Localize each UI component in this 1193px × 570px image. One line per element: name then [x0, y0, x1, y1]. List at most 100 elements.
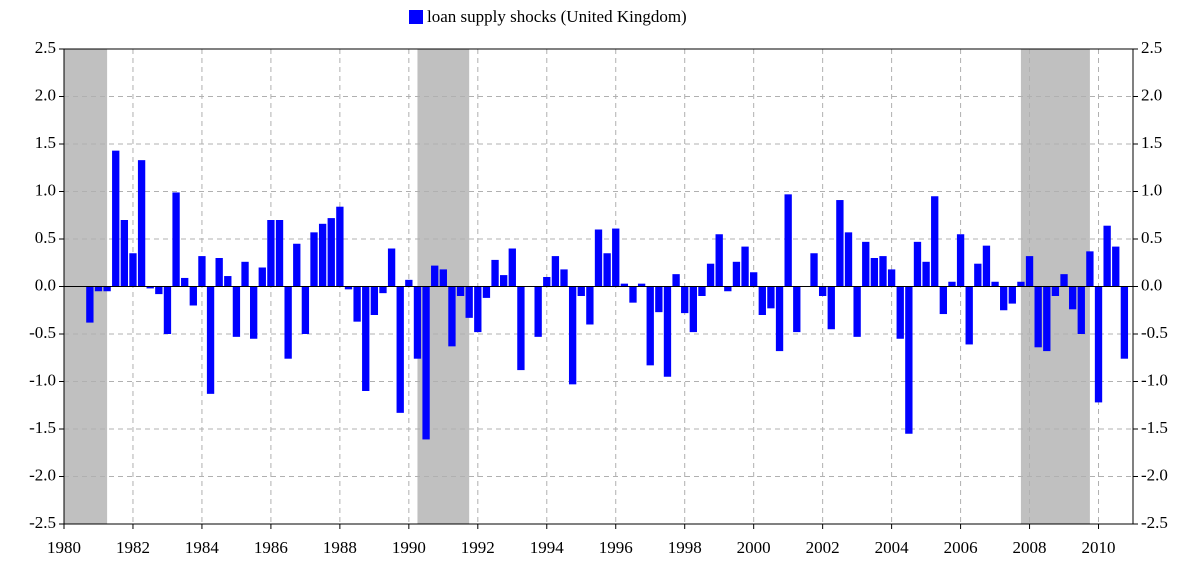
- x-tick-label: 2000: [737, 538, 771, 557]
- bar: [1017, 281, 1025, 287]
- bar: [103, 286, 111, 292]
- y2-tick-label: -2.5: [1141, 513, 1168, 532]
- bar: [232, 286, 241, 337]
- bar: [784, 194, 792, 287]
- bar: [336, 206, 344, 287]
- bar: [793, 286, 801, 333]
- bar: [172, 192, 180, 287]
- bar: [241, 261, 249, 287]
- bar: [810, 253, 818, 287]
- bar: [448, 286, 456, 347]
- x-tick-label: 1986: [254, 538, 288, 557]
- x-tick-label: 2004: [875, 538, 910, 557]
- bar: [879, 256, 887, 287]
- bar: [293, 243, 301, 287]
- y-tick-label: -2.0: [29, 465, 56, 484]
- bar: [508, 248, 516, 287]
- bar: [939, 286, 948, 315]
- bar: [370, 286, 379, 315]
- bar: [689, 286, 697, 333]
- bar: [1034, 286, 1042, 348]
- bar: [750, 272, 758, 287]
- y2-tick-label: -1.5: [1141, 418, 1168, 437]
- bar: [181, 277, 189, 287]
- bar: [724, 286, 732, 292]
- bar: [198, 256, 206, 287]
- bar: [456, 286, 465, 296]
- bar: [275, 220, 284, 287]
- bar: [698, 286, 706, 296]
- bar: [215, 258, 223, 287]
- bar: [620, 283, 629, 287]
- bar: [1094, 286, 1103, 403]
- x-tick-label: 2010: [1082, 538, 1116, 557]
- bar: [1112, 246, 1120, 287]
- bar: [896, 286, 904, 339]
- bar: [405, 279, 413, 287]
- bar: [439, 269, 447, 287]
- bar: [1025, 256, 1034, 287]
- bar: [758, 286, 766, 315]
- bar: [836, 200, 844, 287]
- bar: [974, 263, 982, 287]
- bar: [663, 286, 672, 377]
- bar: [431, 265, 439, 287]
- bar: [715, 234, 723, 287]
- bar: [1000, 286, 1008, 311]
- bar: [413, 286, 422, 359]
- bar: [318, 223, 327, 287]
- x-tick-label: 1994: [530, 538, 565, 557]
- bar: [1060, 274, 1068, 287]
- bar: [629, 286, 637, 303]
- bar: [465, 286, 473, 318]
- bar: [120, 220, 129, 287]
- bar: [258, 267, 266, 287]
- x-tick-label: 1988: [323, 538, 357, 557]
- bar: [922, 261, 930, 287]
- bar: [655, 286, 663, 313]
- bar: [586, 286, 594, 325]
- bar: [310, 232, 318, 287]
- y-tick-label: 2.0: [35, 85, 56, 104]
- bar: [672, 274, 680, 287]
- bar: [189, 286, 197, 306]
- bar: [387, 248, 396, 287]
- y-tick-label: -1.5: [29, 418, 56, 437]
- bar: [1086, 251, 1094, 287]
- y2-tick-label: -0.5: [1141, 323, 1168, 342]
- bar: [844, 232, 853, 287]
- bar: [637, 283, 646, 287]
- bar: [948, 281, 956, 287]
- x-tick-label: 1980: [47, 538, 81, 557]
- y2-tick-label: -2.0: [1141, 465, 1168, 484]
- bar: [137, 160, 146, 287]
- bar: [551, 256, 560, 287]
- bar: [163, 286, 172, 334]
- bar: [853, 286, 861, 337]
- bar: [1068, 286, 1077, 310]
- bar: [482, 286, 491, 298]
- legend-swatch: [409, 10, 423, 24]
- bar: [706, 263, 715, 287]
- bar: [517, 286, 525, 371]
- bar: [982, 245, 991, 287]
- bar: [146, 286, 154, 289]
- bar: [913, 241, 922, 287]
- x-tick-label: 1998: [668, 538, 702, 557]
- x-tick-label: 2008: [1013, 538, 1047, 557]
- bar: [965, 286, 973, 345]
- y2-tick-label: 0.5: [1141, 228, 1162, 247]
- y-tick-label: -0.5: [29, 323, 56, 342]
- y-tick-label: 0.0: [35, 275, 56, 294]
- bar: [1077, 286, 1085, 334]
- bar: [741, 246, 749, 287]
- bar: [379, 286, 387, 294]
- bar: [577, 286, 585, 296]
- x-tick-label: 1982: [116, 538, 150, 557]
- bar: [827, 286, 835, 330]
- y2-tick-label: 2.5: [1141, 38, 1162, 57]
- y-tick-label: 0.5: [35, 228, 56, 247]
- bar: [681, 286, 689, 314]
- x-tick-label: 2002: [806, 538, 840, 557]
